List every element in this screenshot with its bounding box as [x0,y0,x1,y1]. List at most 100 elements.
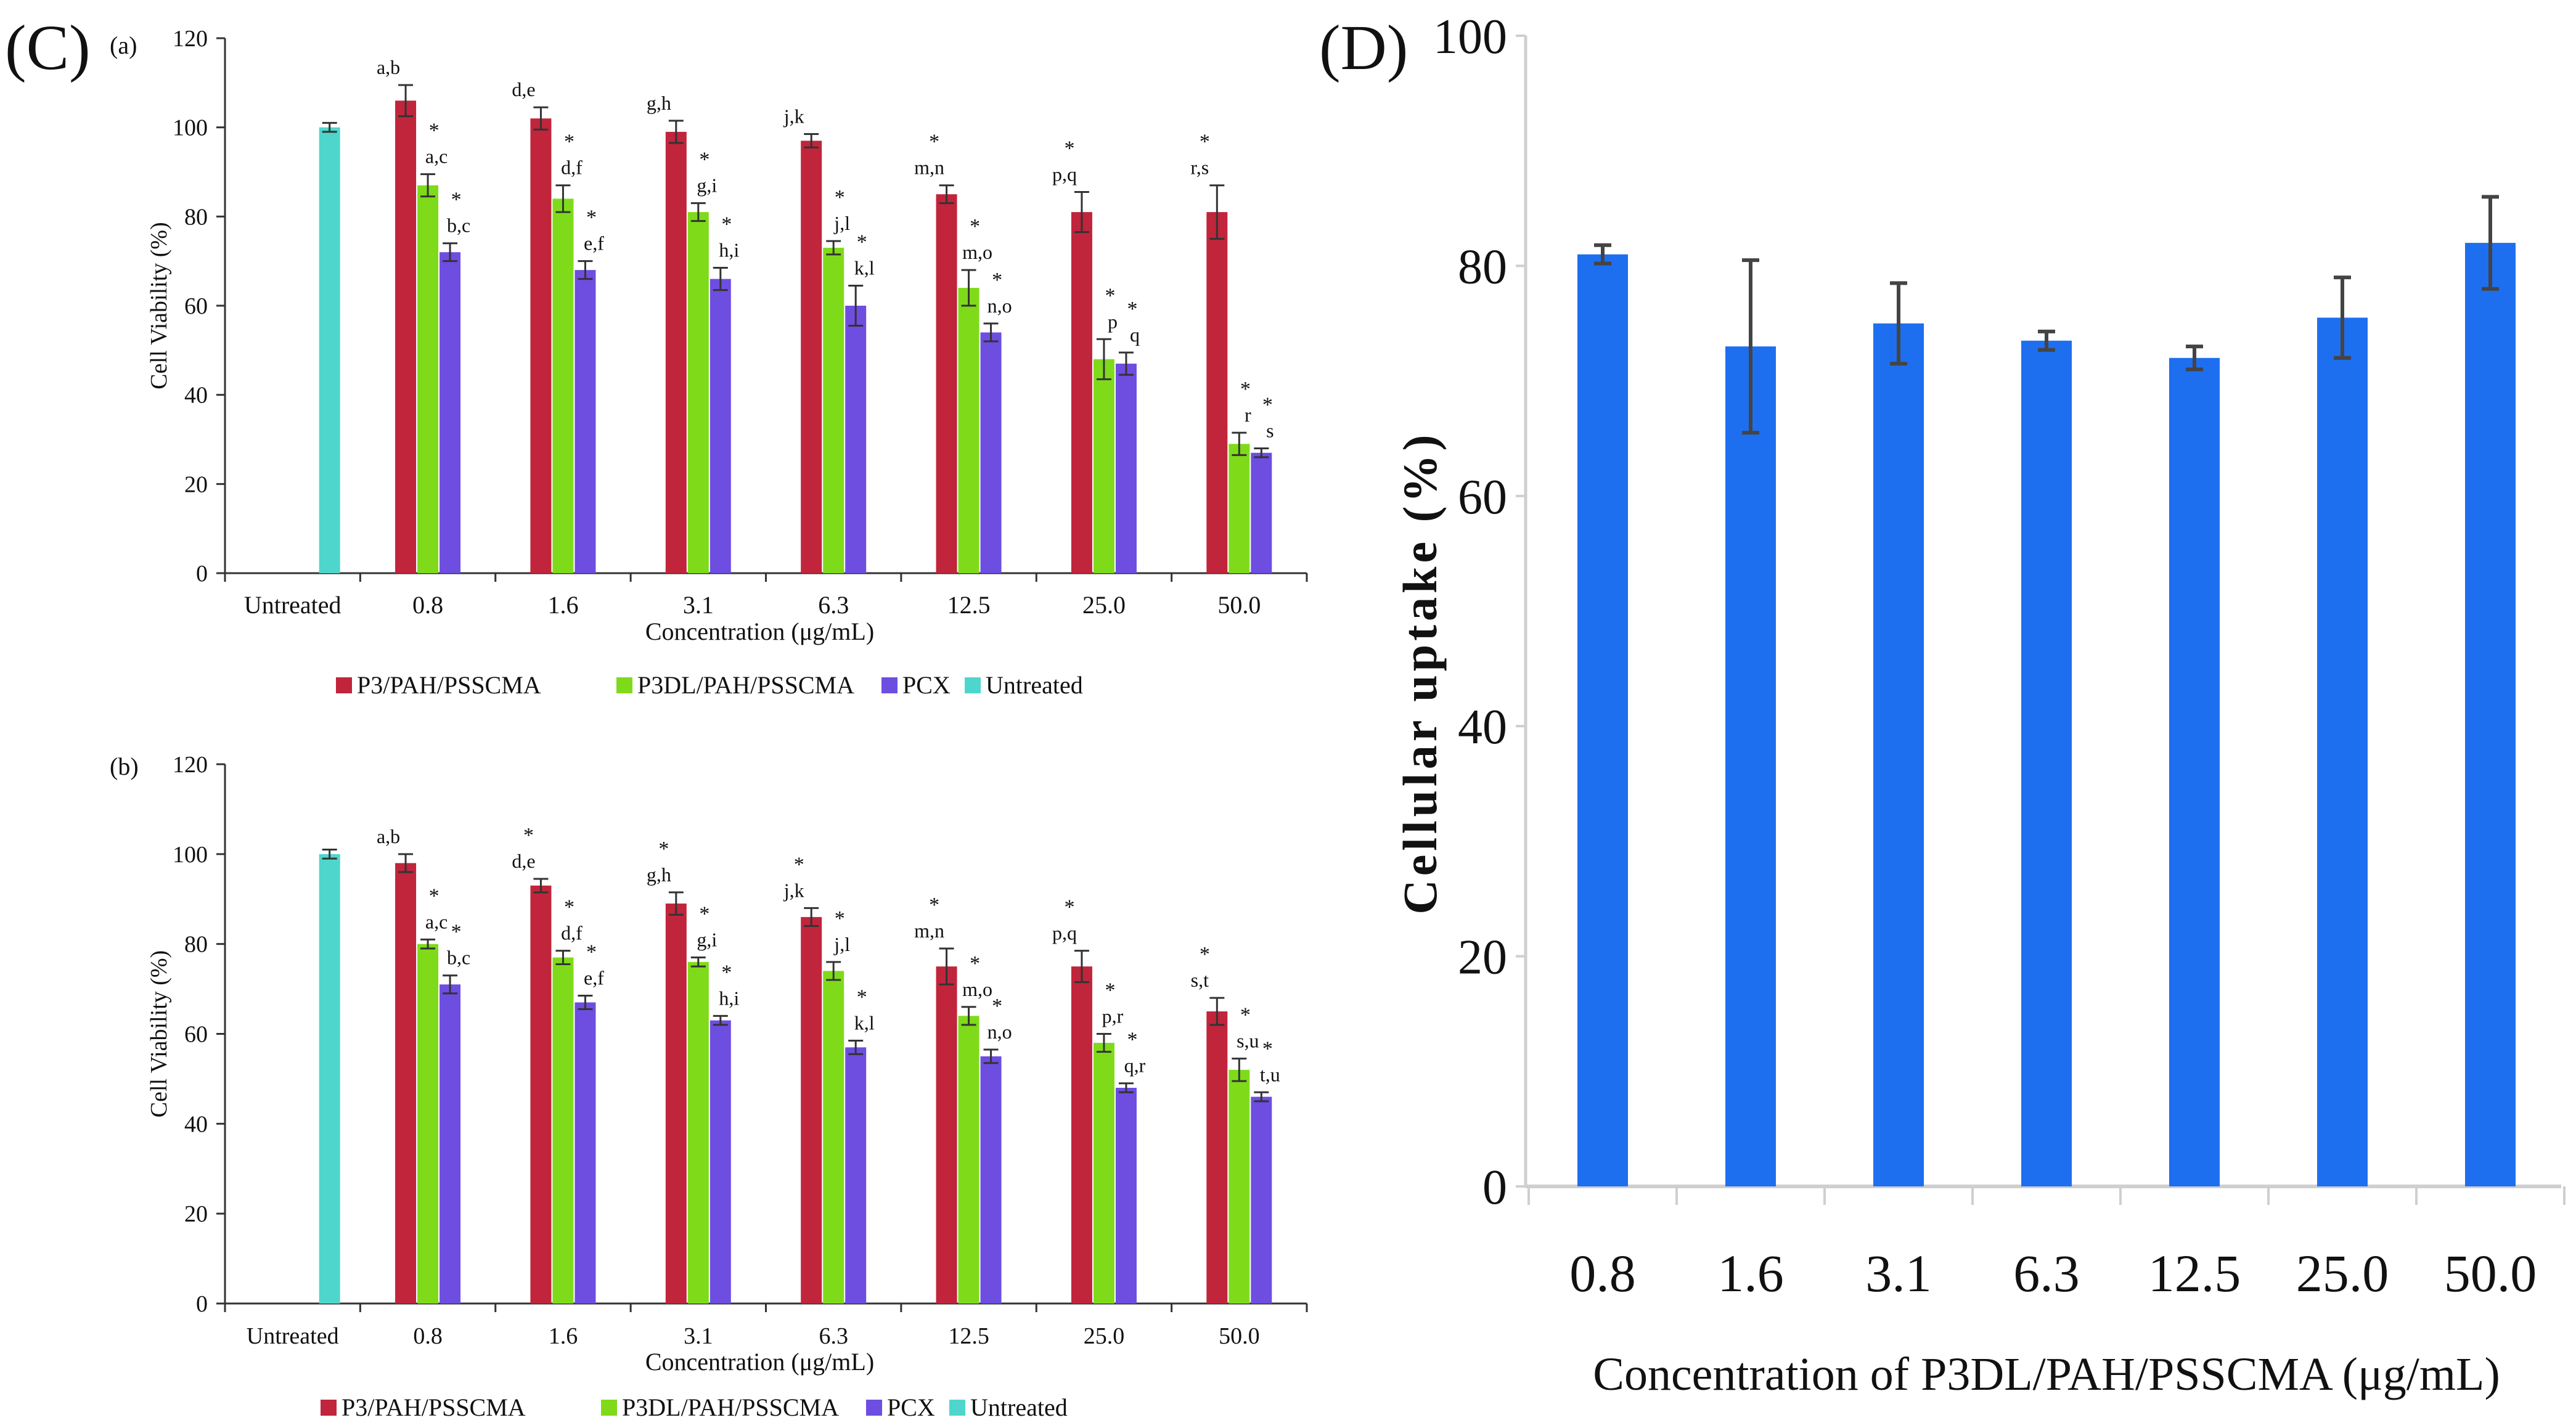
x-tick-label: 12.5 [948,1323,989,1349]
y-tick-label: 40 [184,1111,208,1137]
y-tick-label: 100 [173,842,208,868]
significance-star: * [857,231,867,253]
significance-letters: b,c [447,214,470,237]
bar-2-5 [1115,364,1137,573]
y-tick-label: 60 [1458,470,1507,524]
uptake-bar-0 [1577,254,1628,1187]
significance-star: * [794,853,804,876]
legend-swatch-2 [881,677,898,693]
legend-swatch-1 [616,677,632,693]
significance-letters: t,u [1260,1063,1280,1085]
y-axis-title: Cell Viability (%) [146,950,172,1117]
y-tick-label: 0 [196,561,208,587]
significance-star: * [564,131,574,153]
x-tick-label: 6.3 [2013,1244,2080,1303]
bar-2-2 [709,1020,731,1304]
significance-star: * [1127,1029,1137,1051]
bar-1-4 [958,1016,979,1304]
significance-star: * [721,213,732,236]
bar-1-5 [1093,359,1114,573]
significance-letters: e,f [584,232,604,255]
x-axis-title: Concentration (μg/mL) [645,1348,874,1376]
y-tick-label: 60 [184,1022,208,1048]
uptake-bar-4 [2169,357,2220,1186]
x-tick-label: 3.1 [684,1323,713,1349]
x-tick-label: 25.0 [1084,1323,1125,1349]
bar-0-2 [665,904,687,1304]
significance-star: * [1240,378,1251,401]
significance-star: * [699,903,709,926]
significance-star: * [451,189,462,211]
significance-star: * [970,952,980,975]
significance-letters: b,c [447,947,470,969]
legend-label: Untreated [986,671,1083,699]
bar-2-1 [574,1002,596,1304]
bar-0-1 [530,885,552,1304]
bar-0-2 [665,131,687,573]
significance-letters: p,r [1102,1005,1124,1027]
significance-letters: p,q [1052,163,1077,186]
y-tick-label: 20 [184,471,208,497]
significance-letters: d,f [561,922,583,944]
y-tick-label: 80 [184,932,208,958]
x-tick-label: 3.1 [1865,1244,1932,1303]
bar-2-6 [1251,1096,1272,1304]
x-tick-label: 25.0 [2296,1244,2389,1303]
significance-star: * [1262,393,1273,416]
significance-star: * [586,206,597,229]
legend-swatch-3 [949,1400,965,1416]
significance-star: * [523,824,534,847]
significance-star: * [721,961,732,984]
bar-2-4 [980,1056,1002,1304]
bar-1-0 [417,944,439,1304]
legend-label: P3DL/PAH/PSSCMA [622,1393,839,1421]
significance-letters: m,o [962,978,992,1000]
legend-swatch-0 [321,1400,337,1416]
significance-star: * [992,269,1002,292]
x-tick-label: 6.3 [819,1323,848,1349]
bar-2-6 [1251,452,1272,573]
legend-label: P3/PAH/PSSCMA [357,671,541,699]
legend-swatch-0 [336,677,352,693]
significance-letters: m,n [914,157,944,179]
significance-star: * [1064,896,1074,919]
significance-letters: r,s [1190,157,1209,179]
y-tick-label: 20 [184,1201,208,1227]
uptake-bar-5 [2317,317,2368,1186]
significance-letters: d,e [512,78,535,100]
bar-1-6 [1229,1069,1250,1304]
significance-star: * [1240,1004,1251,1027]
uptake-bar-1 [1725,346,1776,1186]
significance-star: * [1105,979,1115,1002]
x-axis-title: Concentration of P3DL/PAH/PSSCMA (μg/mL) [1593,1348,2500,1400]
x-tick-label: 1.6 [547,591,578,619]
x-tick-label: 0.8 [1569,1244,1636,1303]
y-tick-label: 60 [184,293,208,319]
bar-1-2 [687,212,709,574]
legend-swatch-2 [866,1400,882,1416]
bar-2-3 [845,306,867,573]
y-axis-title: Cell Viability (%) [146,222,172,389]
bar-0-0 [395,100,417,573]
significance-letters: n,o [987,1021,1012,1043]
significance-letters: m,o [962,241,992,263]
significance-letters: q,r [1124,1055,1146,1077]
bar-2-3 [845,1047,867,1304]
x-tick-label: 12.5 [947,591,991,619]
bar-1-1 [552,198,574,573]
bar-1-5 [1093,1043,1114,1304]
significance-star: * [451,921,462,944]
y-tick-label: 0 [196,1291,208,1317]
bar-2-0 [440,252,461,573]
bar-0-3 [801,141,822,573]
bar-2-4 [980,332,1002,573]
x-tick-label: Untreated [247,1323,339,1349]
significance-letters: p [1108,310,1118,332]
panel-label: (b) [110,753,139,780]
significance-star: * [658,838,669,860]
panel-d-label: (D) [1319,12,1408,83]
significance-letters: g,h [647,92,671,114]
bar-0-6 [1206,1011,1228,1304]
significance-star: * [970,215,980,238]
significance-letters: h,i [719,987,739,1009]
